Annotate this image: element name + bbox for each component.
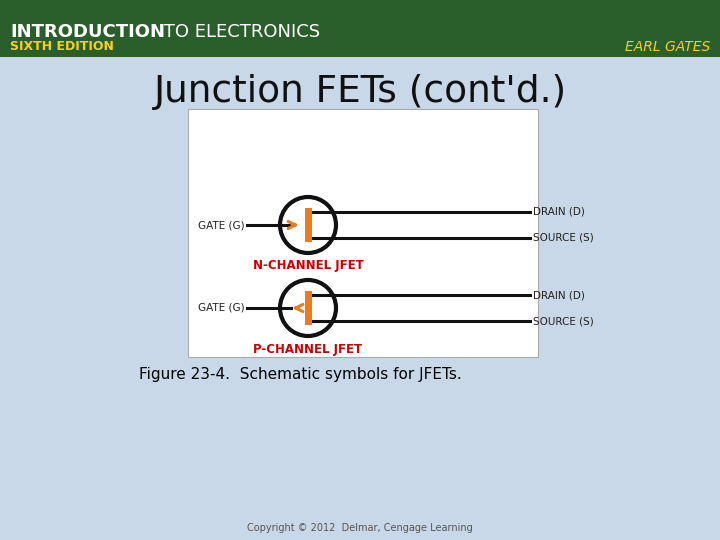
Bar [188, 109, 538, 357]
Text: TO ELECTRONICS: TO ELECTRONICS [158, 23, 320, 41]
Text: GATE (G): GATE (G) [199, 220, 245, 230]
Text: SOURCE (S): SOURCE (S) [533, 233, 594, 243]
Text: SIXTH EDITION: SIXTH EDITION [10, 40, 114, 53]
Text: DRAIN (D): DRAIN (D) [533, 290, 585, 300]
Text: GATE (G): GATE (G) [199, 303, 245, 313]
Text: Figure 23-4.  Schematic symbols for JFETs.: Figure 23-4. Schematic symbols for JFETs… [139, 368, 462, 382]
Text: Copyright © 2012  Delmar, Cengage Learning: Copyright © 2012 Delmar, Cengage Learnin… [247, 523, 473, 533]
Text: Junction FETs (cont'd.): Junction FETs (cont'd.) [153, 74, 567, 110]
Bar [0, 0, 720, 57]
Text: SOURCE (S): SOURCE (S) [533, 316, 594, 326]
Circle shape [280, 197, 336, 253]
Text: P-CHANNEL JFET: P-CHANNEL JFET [253, 342, 363, 355]
Bar [305, 291, 312, 325]
Text: EARL GATES: EARL GATES [625, 40, 710, 54]
Text: N-CHANNEL JFET: N-CHANNEL JFET [253, 260, 364, 273]
Text: DRAIN (D): DRAIN (D) [533, 207, 585, 217]
Circle shape [280, 280, 336, 336]
Text: INTRODUCTION: INTRODUCTION [10, 23, 165, 41]
Bar [305, 208, 312, 242]
